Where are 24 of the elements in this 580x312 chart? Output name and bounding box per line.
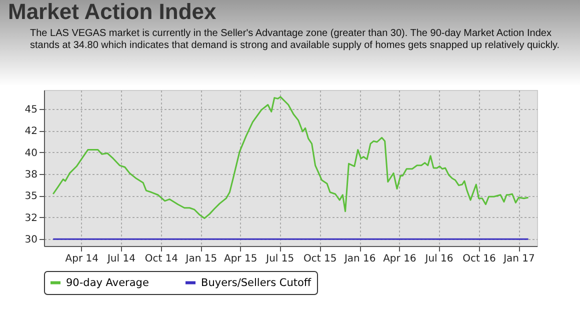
- x-tick-label: Jul 14: [106, 254, 136, 264]
- y-tick-label: 35: [24, 191, 38, 202]
- chart-subtitle: The LAS VEGAS market is currently in the Seller's Advantage zone (greater than 30). The 90-day Market Action Index stands at 34.80 which indicates that demand is strong and available supply of homes gets snapped up relatively quickly.: [30, 28, 561, 52]
- x-tick-label: Jan 16: [343, 254, 376, 264]
- chart-title: Market Action Index: [8, 0, 218, 24]
- y-tick-label: 42: [24, 126, 38, 138]
- y-tick-label: 45: [24, 104, 38, 116]
- y-tick-label: 40: [24, 148, 38, 159]
- x-tick-label: Oct 14: [144, 254, 178, 264]
- x-tick-label: Oct 15: [304, 254, 337, 264]
- x-tick-label: Apr 15: [224, 254, 258, 264]
- legend-label: Buyers/Sellers Cutoff: [201, 276, 312, 289]
- line-series: [52, 96, 530, 220]
- x-tick-label: Oct 16: [462, 254, 496, 264]
- x-tick-label: Jul 15: [265, 254, 294, 264]
- y-tick-label: 30: [24, 234, 38, 246]
- x-tick-label: Apr 16: [383, 254, 416, 264]
- x-tick-label: Jul 16: [424, 254, 454, 264]
- x-tick-label: Jan 17: [502, 254, 535, 264]
- x-tick-label: Apr 14: [65, 254, 98, 264]
- y-tick-label: 38: [24, 170, 38, 181]
- legend-label: 90-day Average: [66, 276, 149, 289]
- x-tick-label: Jan 15: [184, 254, 218, 264]
- y-tick-label: 32: [24, 212, 38, 224]
